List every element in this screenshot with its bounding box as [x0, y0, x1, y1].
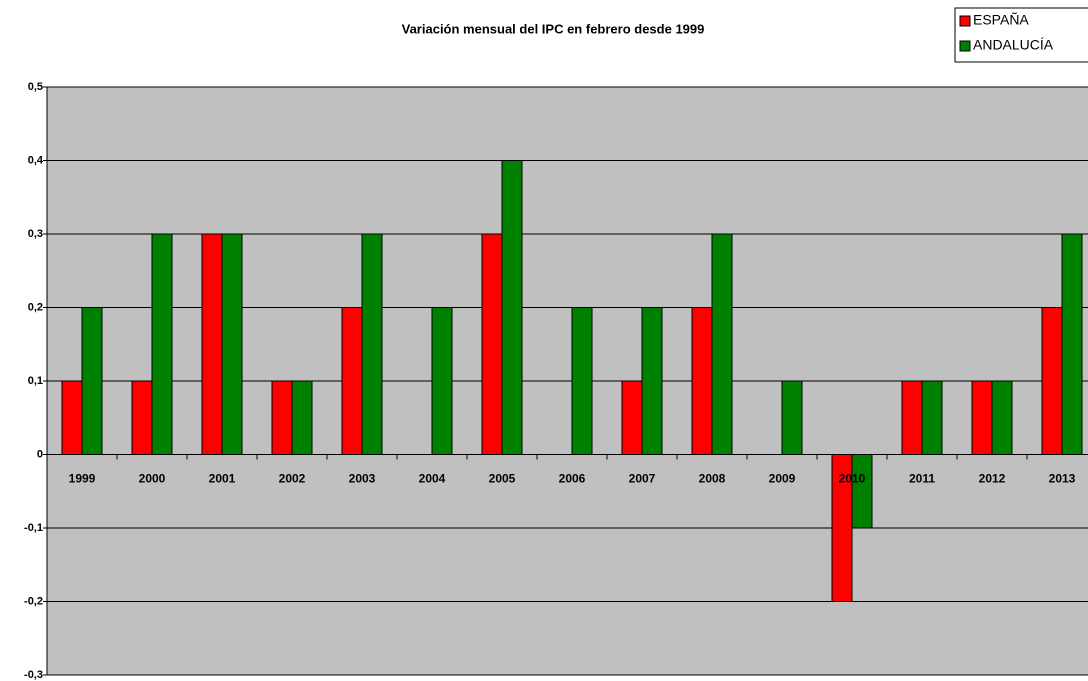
- y-tick-label: -0,3: [24, 669, 43, 681]
- bar: [921, 380, 943, 455]
- bar: [711, 233, 733, 455]
- x-tick-label: 2006: [559, 472, 586, 486]
- y-tick-label: 0,1: [28, 375, 43, 387]
- chart-title: Variación mensual del IPC en febrero des…: [402, 21, 705, 36]
- y-tick-label: 0,5: [28, 81, 43, 93]
- legend-swatch: [959, 40, 971, 52]
- y-tick-label: -0,1: [24, 522, 43, 534]
- x-tick-label: 2010: [839, 472, 866, 486]
- bar: [571, 307, 593, 455]
- bar: [341, 307, 363, 455]
- bar: [781, 380, 803, 455]
- bar: [361, 233, 383, 455]
- legend-swatch: [959, 15, 971, 27]
- bar: [971, 380, 993, 455]
- x-tick-label: 2001: [209, 472, 236, 486]
- bar: [501, 160, 523, 455]
- x-tick-label: 2003: [349, 472, 376, 486]
- x-tick-label: 2002: [279, 472, 306, 486]
- bar: [1061, 233, 1083, 455]
- legend-label: ESPAÑA: [973, 12, 1029, 28]
- x-tick-label: 1999: [69, 472, 96, 486]
- y-tick-label: 0,3: [28, 228, 43, 240]
- bar: [1041, 307, 1063, 455]
- bar: [151, 233, 173, 455]
- bar: [81, 307, 103, 455]
- bar: [201, 233, 223, 455]
- bar: [621, 380, 643, 455]
- x-tick-label: 2011: [909, 472, 935, 486]
- x-tick-label: 2013: [1049, 472, 1076, 486]
- bar: [991, 380, 1013, 455]
- x-tick-label: 2000: [139, 472, 166, 486]
- legend-label: ANDALUCÍA: [973, 37, 1054, 53]
- y-tick-label: 0,4: [28, 154, 44, 166]
- x-tick-label: 2012: [979, 472, 1006, 486]
- x-tick-label: 2008: [699, 472, 726, 486]
- bar: [221, 233, 243, 455]
- x-tick-label: 2005: [489, 472, 516, 486]
- y-tick-label: 0,2: [28, 301, 43, 313]
- bar: [291, 380, 313, 455]
- x-tick-label: 2007: [629, 472, 656, 486]
- bar: [641, 307, 663, 455]
- bar: [901, 380, 923, 455]
- bar: [131, 380, 153, 455]
- y-tick-label: -0,2: [24, 595, 43, 607]
- x-tick-label: 2009: [769, 472, 796, 486]
- legend-box: [954, 7, 1088, 63]
- bar: [271, 380, 293, 455]
- bar: [691, 307, 713, 455]
- bar: [481, 233, 503, 455]
- x-tick-label: 2004: [419, 472, 446, 486]
- y-tick-label: 0: [37, 448, 43, 460]
- bar: [61, 380, 83, 455]
- bar: [851, 454, 873, 529]
- bar: [431, 307, 453, 455]
